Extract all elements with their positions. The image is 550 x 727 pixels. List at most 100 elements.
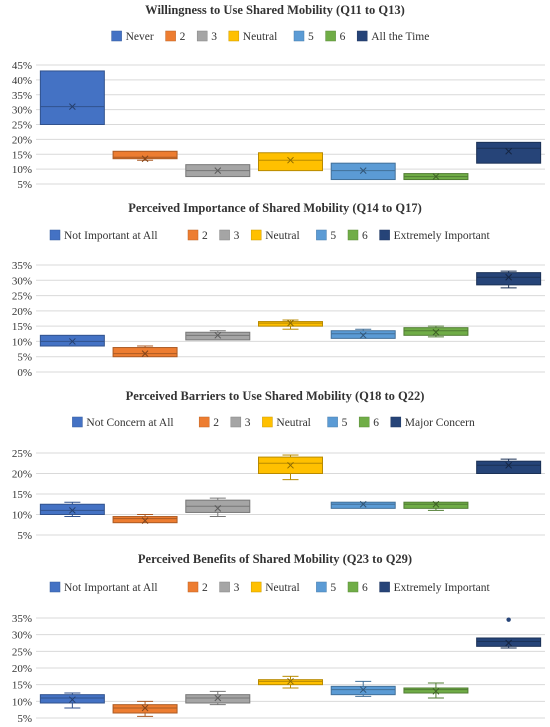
legend-label: 2: [202, 230, 208, 242]
box-6: [403, 325, 469, 338]
box-rect: [476, 460, 542, 475]
y-tick-label: 20%: [12, 663, 32, 675]
mean-marker: [432, 500, 440, 508]
legend-swatch: [196, 30, 208, 42]
box-6: [403, 682, 469, 699]
box-4: [258, 454, 323, 481]
mean-marker: [359, 167, 367, 174]
legend-swatch: [187, 229, 199, 241]
box-4: [258, 152, 323, 172]
mean-marker: [359, 331, 367, 339]
mean-marker: [287, 319, 294, 327]
box-1: [39, 501, 105, 518]
legend-label: 6: [340, 31, 346, 43]
box-rect: [112, 347, 178, 358]
y-tick-label: 25%: [12, 120, 32, 132]
box-rect: [476, 272, 542, 286]
box-7: [476, 141, 542, 164]
legend-swatch: [293, 30, 305, 42]
legend-label: Not Concern at All: [86, 417, 173, 429]
box-7: [476, 458, 542, 475]
mean-marker: [69, 696, 76, 704]
y-tick-label: 15%: [12, 489, 32, 501]
y-tick-label: 10%: [12, 696, 32, 708]
legend-swatch: [356, 30, 368, 42]
box-rect: [330, 330, 396, 339]
y-tick-label: 15%: [12, 680, 32, 692]
mean-marker: [359, 500, 367, 508]
box-1: [39, 692, 105, 709]
mean-marker: [505, 273, 512, 281]
y-tick-label: 40%: [12, 75, 32, 87]
box-rect: [258, 679, 323, 686]
mean-marker: [359, 686, 367, 694]
y-tick-label: 15%: [12, 321, 32, 333]
box-2: [112, 514, 178, 525]
box-rect: [403, 327, 469, 336]
legend-label: 3: [234, 582, 240, 594]
y-tick-label: 20%: [12, 306, 32, 318]
legend-label: Neutral: [265, 230, 299, 242]
legend-label: 6: [373, 417, 379, 429]
legend-swatch: [358, 416, 370, 428]
y-tick-label: 20%: [12, 469, 32, 481]
legend-label: Neutral: [243, 31, 277, 43]
y-tick-label: 35%: [12, 260, 32, 272]
chart-panel-1: Willingness to Use Shared Mobility (Q11 …: [12, 3, 545, 191]
legend-swatch: [379, 229, 390, 241]
mean-marker: [141, 704, 149, 712]
mean-marker: [214, 331, 222, 339]
legend-label: All the Time: [371, 31, 429, 43]
box-rect: [403, 687, 469, 694]
legend-swatch: [316, 581, 327, 593]
y-tick-label: 10%: [12, 336, 32, 348]
legend-swatch: [49, 581, 61, 593]
legend-swatch: [198, 416, 210, 428]
box-7: [476, 617, 542, 649]
legend-swatch: [219, 229, 230, 241]
y-tick-label: 10%: [12, 164, 32, 176]
box-rect: [403, 501, 469, 509]
legend-label: 2: [202, 582, 208, 594]
mean-marker: [505, 461, 512, 469]
y-tick-label: 5%: [17, 179, 32, 191]
legend-label: Not Important at All: [64, 582, 158, 594]
box-2: [112, 700, 178, 717]
chart-panel-3: Perceived Barriers to Use Shared Mobilit…: [12, 389, 545, 542]
chart-title: Perceived Barriers to Use Shared Mobilit…: [126, 389, 425, 403]
mean-marker: [141, 155, 149, 163]
box-5: [330, 162, 396, 181]
legend-label: 3: [245, 417, 251, 429]
legend-swatch: [187, 581, 199, 593]
legend-label: 3: [234, 230, 240, 242]
legend-swatch: [230, 416, 242, 428]
mean-marker: [69, 103, 76, 111]
box-7: [476, 270, 542, 289]
y-tick-label: 35%: [12, 90, 32, 102]
box-6: [403, 173, 469, 181]
box-rect: [39, 694, 105, 704]
box-5: [330, 500, 396, 509]
legend-label: 5: [330, 230, 336, 242]
box-rect: [39, 334, 105, 347]
y-tick-label: 30%: [12, 105, 32, 117]
legend-swatch: [347, 229, 359, 241]
mean-marker: [432, 687, 440, 695]
box-3: [185, 164, 251, 178]
y-tick-label: 30%: [12, 630, 32, 642]
legend-label: 5: [342, 417, 348, 429]
legend-label: Extremely Important: [394, 582, 491, 594]
legend-swatch: [49, 229, 61, 241]
legend-label: 2: [180, 31, 186, 43]
y-tick-label: 25%: [12, 448, 32, 460]
box-rect: [185, 694, 251, 704]
legend-swatch: [390, 416, 402, 428]
y-tick-label: 15%: [12, 149, 32, 161]
mean-marker: [432, 328, 440, 336]
chart-legend: Not Important at All 2 3 Neutral 5 6 Extremely…: [49, 581, 491, 594]
mean-marker: [141, 517, 149, 525]
mean-marker: [287, 677, 294, 685]
y-tick-label: 25%: [12, 646, 32, 658]
mean-marker: [214, 167, 222, 174]
chart-legend: Not Concern at All 2 3 Neutral 5 6 Major Conce…: [72, 416, 475, 429]
